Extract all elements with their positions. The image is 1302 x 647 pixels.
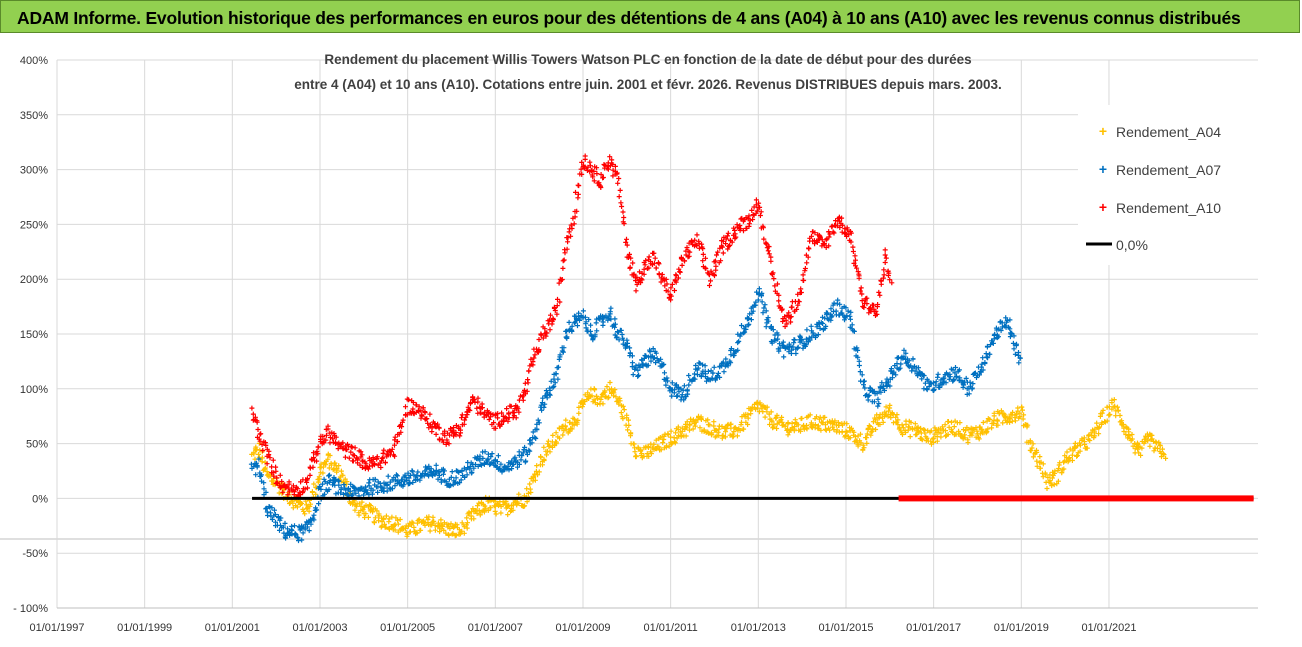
series-markers [249, 153, 895, 499]
x-tick-label: 01/01/2015 [818, 622, 873, 634]
x-tick-label: 01/01/2005 [380, 622, 435, 634]
header-bar: ADAM Informe. Evolution historique des p… [0, 0, 1300, 33]
series-rendement_a07 [248, 286, 1023, 544]
header-title: ADAM Informe. Evolution historique des p… [17, 8, 1241, 28]
x-tick-label: 01/01/2001 [205, 622, 260, 634]
legend-background [1078, 105, 1258, 265]
y-tick-label: 100% [20, 384, 48, 396]
legend-label-zero: 0,0% [1116, 237, 1148, 253]
x-tick-label: 01/01/1997 [29, 622, 84, 634]
scatter-chart: - 100% -50% 0% 50% 100% 150% 200% 250% 300% 350% 4… [0, 33, 1302, 647]
series-rendement_a04 [249, 380, 1169, 539]
y-tick-label: 200% [20, 274, 48, 286]
x-tick-label: 01/01/2009 [555, 622, 610, 634]
series-rendement_a10 [249, 153, 895, 499]
chart-title-line-1: Rendement du placement Willis Towers Wat… [324, 52, 971, 67]
legend-label-a07: Rendement_A07 [1116, 162, 1221, 178]
x-tick-label: 01/01/2003 [292, 622, 347, 634]
series-markers [249, 380, 1169, 539]
y-tick-label: 150% [20, 329, 48, 341]
x-tick-label: 01/01/2011 [644, 622, 698, 634]
y-tick-label: 50% [26, 439, 48, 451]
y-tick-label: 250% [20, 219, 48, 231]
series-markers [248, 286, 1023, 544]
y-tick-label: 350% [20, 110, 48, 122]
legend: + Rendement_A04 + Rendement_A07 + Rendem… [1078, 105, 1258, 265]
legend-label-a10: Rendement_A10 [1116, 200, 1221, 216]
x-tick-label: 01/01/2007 [468, 622, 523, 634]
y-tick-label: 300% [20, 165, 48, 177]
axis-ticks: - 100% -50% 0% 50% 100% 150% 200% 250% 300% 350% 4… [13, 55, 1136, 634]
legend-marker-a04: + [1099, 123, 1107, 139]
legend-marker-a07: + [1099, 161, 1107, 177]
x-tick-label: 01/01/1999 [117, 622, 172, 634]
x-tick-label: 01/01/2017 [906, 622, 961, 634]
y-tick-label: 400% [20, 55, 48, 67]
y-tick-label: - 100% [13, 603, 48, 615]
y-tick-label: -50% [22, 548, 48, 560]
legend-label-a04: Rendement_A04 [1116, 124, 1221, 140]
y-tick-label: 0% [32, 493, 48, 505]
x-tick-label: 01/01/2021 [1081, 622, 1136, 634]
zero-red-marker-band [898, 495, 1254, 502]
x-tick-label: 01/01/2019 [994, 622, 1049, 634]
x-tick-label: 01/01/2013 [731, 622, 786, 634]
legend-marker-a10: + [1099, 199, 1107, 215]
data-points [248, 153, 1169, 544]
chart-title-line-2: entre 4 (A04) et 10 ans (A10). Cotations… [294, 77, 1002, 92]
